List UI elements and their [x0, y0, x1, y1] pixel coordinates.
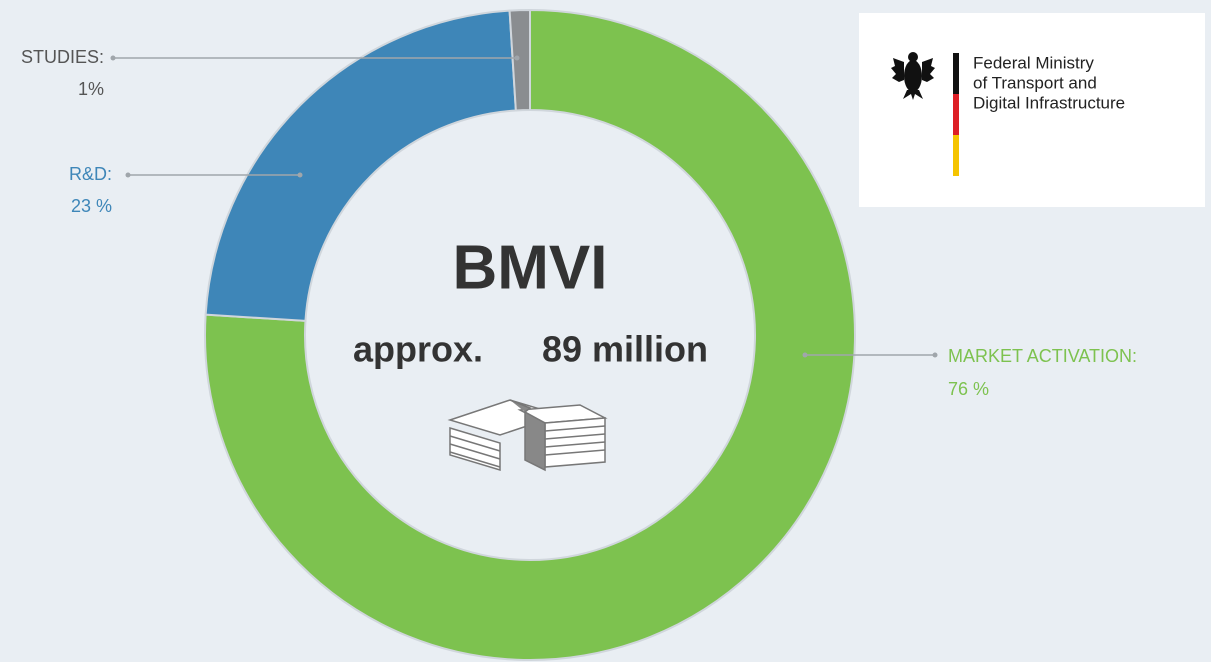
- category-label: R&D:: [69, 164, 112, 184]
- money-icon: [447, 399, 608, 472]
- leader-dot: [932, 352, 938, 358]
- slice: [204, 9, 517, 322]
- value-label: 76 %: [948, 379, 989, 399]
- logo-line: of Transport and: [973, 73, 1097, 92]
- value-label: 1%: [78, 79, 104, 99]
- center-title: BMVI: [453, 233, 608, 302]
- logo-line: Digital Infrastructure: [973, 93, 1125, 112]
- leader-dot: [514, 55, 520, 61]
- category-label: STUDIES:: [21, 47, 104, 67]
- logo-line: Federal Ministry: [973, 53, 1094, 72]
- logo: Federal Ministry of Transport and Digita…: [859, 13, 1205, 207]
- flag-gold: [953, 135, 959, 176]
- leader-dot: [297, 172, 303, 178]
- flag-black: [953, 53, 959, 94]
- leader-dot: [110, 55, 116, 61]
- leader-dot: [125, 172, 131, 178]
- logo-panel: [859, 13, 1205, 207]
- slice: [508, 8, 531, 112]
- slice: [204, 8, 856, 661]
- category-label: MARKET ACTIVATION:: [948, 346, 1137, 366]
- center-text: 89 million: [542, 329, 708, 370]
- donut: [204, 8, 856, 661]
- center-text: approx.: [353, 329, 483, 370]
- flag-red: [953, 94, 959, 135]
- leader-dot: [802, 352, 808, 358]
- value-label: 23 %: [71, 196, 112, 216]
- eagle: [891, 52, 935, 100]
